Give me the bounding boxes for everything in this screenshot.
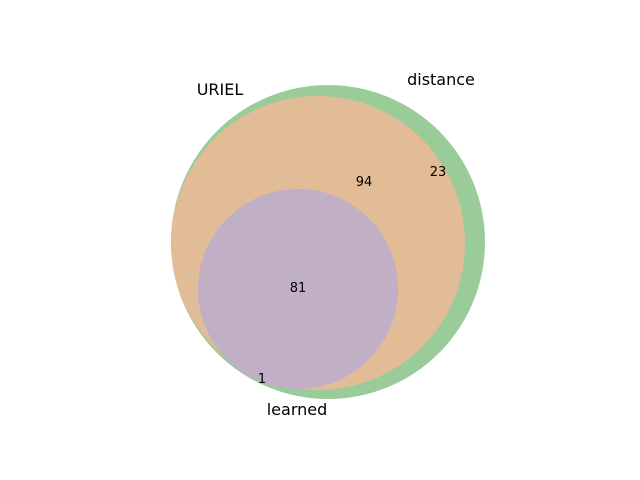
set-label-distance: distance [407,70,475,89]
region-count-all-three: 81 [290,281,307,296]
learned-circle [198,189,398,389]
region-count-distance-only: 23 [430,165,447,180]
set-label-uriel: URIEL [197,80,244,99]
set-label-learned: learned [267,400,328,419]
region-count-uriel-distance: 94 [356,175,373,190]
region-count-distance-learned: 1 [258,372,266,387]
